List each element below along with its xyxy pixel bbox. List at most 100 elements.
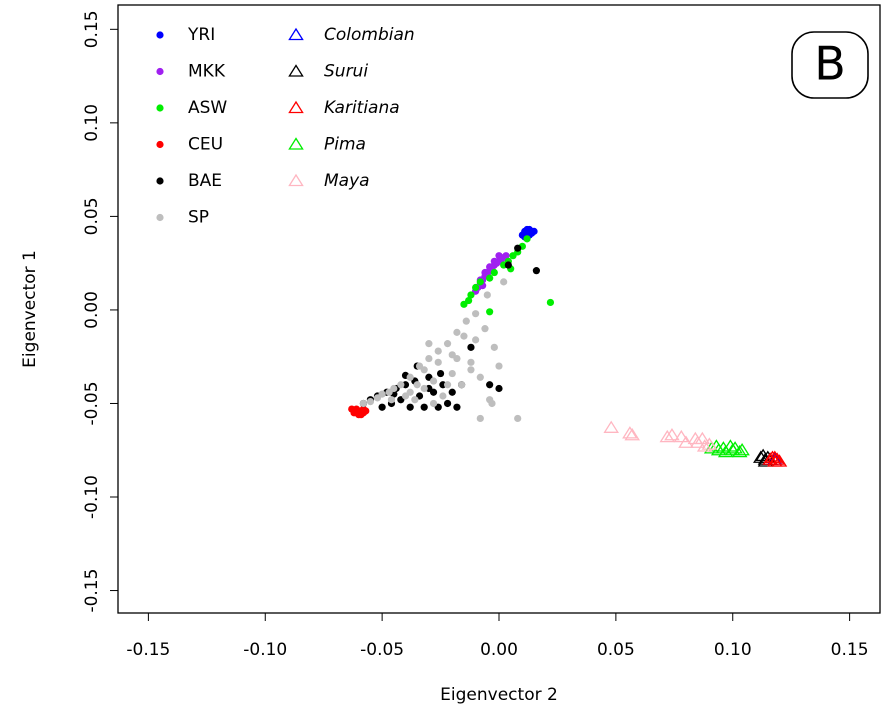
point xyxy=(502,252,510,260)
x-tick-label: 0.05 xyxy=(597,640,635,660)
point xyxy=(472,310,480,318)
x-tick-label: -0.05 xyxy=(360,640,404,660)
panel-badge xyxy=(791,31,869,99)
y-tick-label: -0.10 xyxy=(82,475,102,519)
point xyxy=(448,369,456,378)
point xyxy=(443,381,452,389)
y-tick-label: 0.10 xyxy=(82,104,102,142)
legend-label: Colombian xyxy=(324,25,415,45)
legend-label: SP xyxy=(188,208,209,228)
x-tick-label: -0.15 xyxy=(126,640,170,660)
point xyxy=(420,384,428,393)
point xyxy=(467,366,475,374)
x-axis-title: Eigenvector 2 xyxy=(440,685,558,705)
point xyxy=(495,252,503,260)
point xyxy=(488,399,496,408)
point xyxy=(453,354,461,363)
point xyxy=(378,403,386,411)
x-tick-label: 0.15 xyxy=(831,640,869,660)
point xyxy=(425,340,433,348)
point xyxy=(443,399,452,408)
point xyxy=(406,403,414,411)
point xyxy=(724,443,741,456)
x-tick-label: 0.00 xyxy=(480,640,518,660)
point xyxy=(359,405,368,413)
point xyxy=(467,358,475,366)
point xyxy=(689,435,706,448)
point xyxy=(411,396,419,404)
point xyxy=(481,325,489,333)
point xyxy=(546,298,555,307)
y-tick-label: 0.15 xyxy=(82,10,102,48)
y-tick-label: 0.05 xyxy=(82,197,102,235)
point xyxy=(624,428,641,441)
x-tick-label: -0.10 xyxy=(243,640,287,660)
point xyxy=(390,384,398,393)
point xyxy=(439,392,447,400)
point xyxy=(767,450,783,463)
point xyxy=(701,437,718,450)
y-tick-label: -0.05 xyxy=(82,381,102,425)
point xyxy=(514,244,522,252)
legend-marker xyxy=(156,67,164,76)
legend-marker xyxy=(156,177,164,185)
point xyxy=(490,257,498,265)
point xyxy=(460,332,468,340)
point xyxy=(476,373,484,381)
point xyxy=(413,381,421,389)
point xyxy=(429,399,438,408)
point xyxy=(731,444,748,458)
point xyxy=(673,429,690,443)
legend-marker xyxy=(288,64,304,77)
legend-label: ASW xyxy=(188,98,227,118)
point xyxy=(622,426,638,439)
point xyxy=(687,431,704,445)
point xyxy=(504,261,512,269)
point xyxy=(771,454,788,467)
point xyxy=(436,369,445,378)
legend-label: CEU xyxy=(188,135,223,155)
point xyxy=(378,390,386,398)
point xyxy=(434,347,442,355)
legend-marker xyxy=(288,173,304,187)
point xyxy=(387,396,396,404)
point xyxy=(465,296,473,305)
point xyxy=(476,278,484,286)
point xyxy=(366,398,375,406)
legend-label: BAE xyxy=(188,171,222,191)
point xyxy=(528,229,536,237)
point xyxy=(453,328,461,336)
point xyxy=(659,429,676,443)
point xyxy=(472,336,480,344)
point xyxy=(467,343,475,351)
point xyxy=(350,409,358,417)
point xyxy=(486,308,494,316)
legend-label: Pima xyxy=(324,135,366,155)
point xyxy=(420,366,428,374)
legend-marker xyxy=(288,100,304,114)
point xyxy=(769,452,785,465)
point xyxy=(514,414,522,423)
point xyxy=(523,235,531,243)
point xyxy=(486,381,494,389)
point xyxy=(476,414,484,423)
y-tick-label: -0.15 xyxy=(82,569,102,613)
legend-marker xyxy=(156,213,164,222)
legend-label: Karitiana xyxy=(324,98,400,118)
legend-marker xyxy=(288,27,304,41)
y-tick-label: 0.00 xyxy=(82,291,102,329)
legend-label: Surui xyxy=(324,62,368,82)
plot-frame xyxy=(117,4,881,614)
legend-marker xyxy=(156,104,164,112)
point xyxy=(500,278,508,286)
y-axis-title: Eigenvector 1 xyxy=(20,250,40,368)
point xyxy=(490,268,498,277)
point xyxy=(664,428,680,441)
point xyxy=(443,340,452,348)
point xyxy=(458,381,466,389)
point xyxy=(486,263,494,271)
point xyxy=(483,291,491,299)
legend-label: Maya xyxy=(324,171,370,191)
point xyxy=(453,403,461,411)
